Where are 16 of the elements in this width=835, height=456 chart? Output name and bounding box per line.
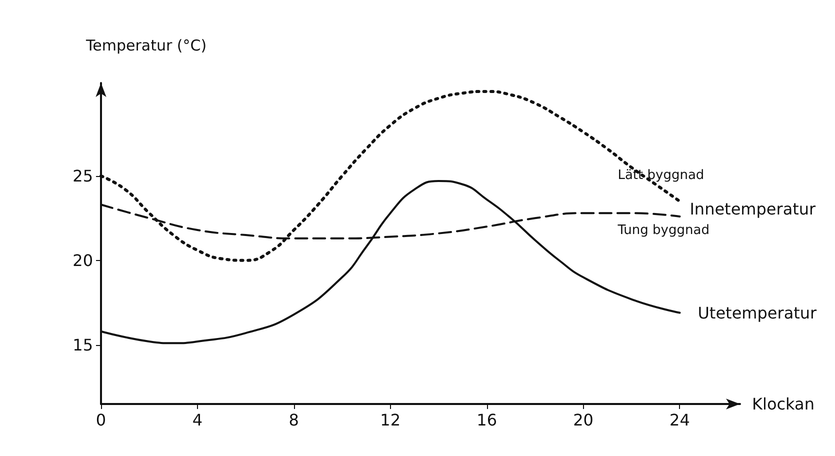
y-axis-title: Temperatur (°C) <box>85 36 207 54</box>
x-tick-label: 20 <box>573 410 594 430</box>
series-label: Utetemperatur <box>698 303 818 322</box>
x-tick-label: 4 <box>192 410 203 430</box>
series-label: Lätt byggnad <box>618 168 704 183</box>
series-label: Tung byggnad <box>616 222 710 238</box>
y-tick-label: 20 <box>72 250 93 270</box>
x-tick-label: 16 <box>476 410 497 430</box>
annotation: Innetemperatur <box>690 199 816 218</box>
x-tick-label: 24 <box>670 410 690 430</box>
x-tick-label: 0 <box>96 410 106 430</box>
y-tick-label: 15 <box>72 335 93 354</box>
x-tick-label: 12 <box>380 410 401 430</box>
y-tick-label: 25 <box>72 166 93 186</box>
x-axis-title: Klockan <box>752 394 814 414</box>
x-tick-label: 8 <box>288 410 299 430</box>
